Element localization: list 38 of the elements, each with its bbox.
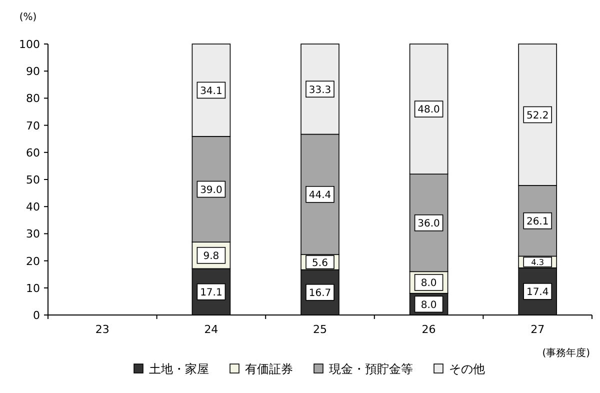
- x-tick-label: 27: [530, 323, 545, 336]
- x-tick-label: 25: [313, 323, 327, 336]
- y-tick-label: 10: [26, 282, 40, 295]
- x-axis-title: (事務年度): [542, 347, 590, 359]
- data-label: 4.3: [531, 257, 544, 268]
- y-tick-label: 40: [26, 200, 40, 214]
- data-label: 5.6: [312, 258, 328, 269]
- y-tick-label: 0: [33, 309, 40, 322]
- y-tick-label: 20: [26, 254, 40, 268]
- y-axis-title: (%): [19, 12, 37, 23]
- legend-label: その他: [449, 362, 485, 376]
- legend-label: 現金・預貯金等: [329, 362, 413, 376]
- y-tick-label: 60: [26, 146, 40, 160]
- y-tick-label: 50: [26, 174, 40, 186]
- data-label: 44.4: [308, 190, 332, 202]
- data-label: 8.0: [420, 278, 437, 290]
- data-label: 26.1: [526, 216, 549, 228]
- data-label: 33.3: [308, 84, 332, 96]
- data-label: 52.2: [526, 110, 549, 122]
- y-tick-label: 90: [26, 65, 40, 78]
- data-label: 17.4: [526, 287, 549, 298]
- data-label: 36.0: [418, 218, 440, 230]
- legend-label: 有価証券: [245, 362, 293, 376]
- y-tick-label: 80: [26, 92, 40, 106]
- data-label: 17.1: [200, 288, 222, 299]
- y-tick-label: 100: [19, 38, 40, 51]
- data-label: 39.0: [200, 184, 222, 196]
- data-label: 16.7: [308, 288, 332, 300]
- data-label: 48.0: [418, 104, 440, 116]
- data-label: 9.8: [203, 251, 220, 262]
- y-tick-label: 30: [26, 228, 40, 241]
- data-label: 34.1: [200, 86, 222, 97]
- x-tick-label: 26: [422, 323, 436, 336]
- legend-label: 土地・家屋: [149, 362, 209, 376]
- data-label: 8.0: [420, 300, 437, 311]
- x-tick-label: 24: [204, 323, 218, 336]
- y-tick-label: 70: [26, 119, 40, 132]
- x-tick-label: 23: [95, 323, 110, 336]
